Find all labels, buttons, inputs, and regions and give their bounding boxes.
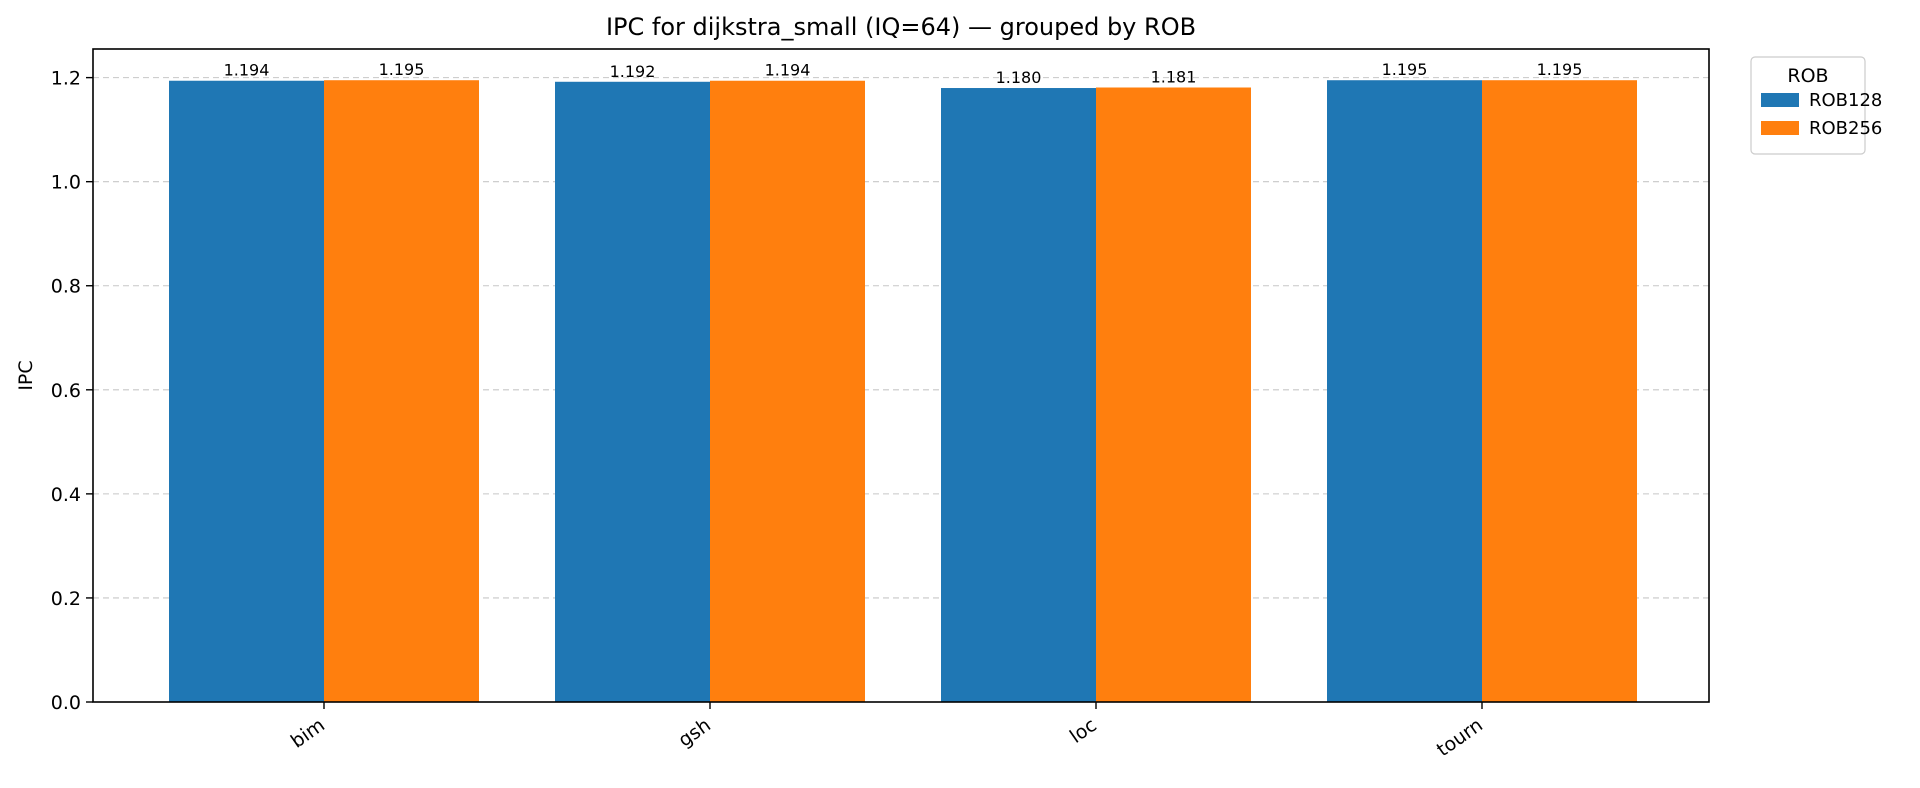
bar-value-label: 1.180 [996, 68, 1042, 87]
bar-rob256-tourn [1482, 80, 1637, 703]
chart-title: IPC for dijkstra_small (IQ=64) — grouped… [606, 13, 1196, 41]
y-axis-label: IPC [15, 360, 37, 390]
bar-value-label: 1.194 [765, 61, 811, 80]
y-tick-label: 0.8 [51, 276, 81, 298]
y-tick-label: 0.2 [51, 588, 81, 610]
legend-title: ROB [1787, 65, 1828, 87]
x-tick-label: bim [287, 714, 329, 753]
legend-entry-rob256: ROB256 [1809, 118, 1882, 139]
bar-rob128-gsh [555, 81, 710, 702]
bar-value-label: 1.195 [1537, 60, 1583, 79]
legend: ROB ROB128 ROB256 [1750, 56, 1882, 155]
y-tick-label: 1.0 [51, 172, 81, 194]
bar-value-label: 1.195 [379, 60, 425, 79]
y-tick-label: 0.4 [51, 484, 81, 506]
bar-value-label: 1.194 [224, 61, 270, 80]
bar-value-label: 1.195 [1382, 60, 1428, 79]
bar-rob256-gsh [710, 80, 865, 702]
y-axis: 0.0 0.2 0.4 0.6 0.8 1.0 1.2 [51, 68, 93, 714]
bar-value-labels: 1.194 1.195 1.192 1.194 1.180 1.181 1.195 1.195 [224, 60, 1583, 87]
bar-rob128-tourn [1327, 80, 1482, 703]
legend-entry-rob128: ROB128 [1809, 90, 1882, 111]
bar-rob128-loc [941, 88, 1096, 702]
y-tick-label: 0.6 [51, 380, 81, 402]
x-tick-label: loc [1066, 714, 1101, 748]
x-tick-label: gsh [674, 714, 714, 752]
plot-area-frame [92, 48, 1710, 703]
bar-rob128-bim [169, 80, 324, 702]
bar-rob256-bim [324, 80, 479, 703]
y-tick-label: 0.0 [51, 692, 81, 714]
bar-value-label: 1.192 [610, 62, 656, 81]
x-tick-label: tourn [1433, 714, 1487, 761]
x-axis: bim gsh loc tourn [287, 702, 1487, 761]
bars [169, 80, 1637, 703]
legend-swatch-rob256 [1761, 121, 1799, 135]
y-tick-label: 1.2 [51, 68, 81, 90]
bar-value-label: 1.181 [1151, 68, 1197, 87]
bar-rob256-loc [1096, 87, 1251, 702]
legend-swatch-rob128 [1761, 93, 1799, 107]
